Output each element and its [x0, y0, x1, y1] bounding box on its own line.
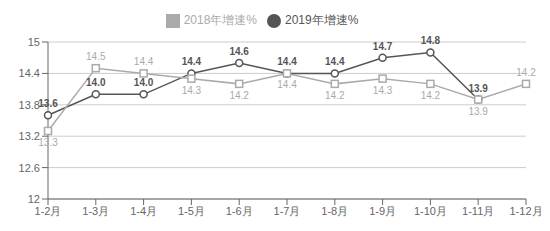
svg-text:14.0: 14.0	[86, 77, 106, 88]
svg-text:1-8月: 1-8月	[321, 205, 348, 217]
svg-text:14.2: 14.2	[421, 90, 441, 101]
svg-text:1-7月: 1-7月	[274, 205, 301, 217]
svg-text:13.9: 13.9	[468, 106, 488, 117]
svg-text:14.3: 14.3	[182, 85, 202, 96]
svg-text:12: 12	[28, 193, 40, 205]
svg-text:14.4: 14.4	[134, 56, 154, 67]
svg-text:14.3: 14.3	[373, 85, 393, 96]
svg-text:14.4: 14.4	[277, 79, 297, 90]
svg-text:1-11月: 1-11月	[462, 205, 494, 217]
svg-text:14.2: 14.2	[229, 90, 249, 101]
svg-text:14.8: 14.8	[421, 35, 441, 46]
svg-text:13.8: 13.8	[19, 99, 40, 111]
svg-text:14.4: 14.4	[325, 56, 345, 67]
svg-text:1-4月: 1-4月	[130, 205, 157, 217]
svg-text:14.6: 14.6	[229, 46, 249, 57]
svg-text:14.4: 14.4	[182, 56, 202, 67]
svg-text:14.7: 14.7	[373, 41, 393, 52]
svg-text:14.4: 14.4	[277, 56, 297, 67]
svg-text:14.0: 14.0	[134, 77, 154, 88]
svg-text:14.2: 14.2	[325, 90, 345, 101]
svg-text:14.2: 14.2	[516, 67, 536, 78]
svg-text:1-3月: 1-3月	[82, 205, 109, 217]
html-text:2018年增速%: 2018年增速%	[183, 13, 257, 27]
svg-text:15: 15	[28, 36, 40, 48]
svg-text:14.5: 14.5	[86, 51, 106, 62]
svg-text:13.3: 13.3	[38, 137, 58, 148]
svg-text:1-12月: 1-12月	[509, 205, 542, 217]
svg-text:12.6: 12.6	[19, 162, 40, 174]
svg-text:13.2: 13.2	[19, 130, 40, 142]
svg-text:1-10月: 1-10月	[414, 205, 447, 217]
svg-text:1-2月: 1-2月	[35, 205, 62, 217]
svg-text:1-5月: 1-5月	[178, 205, 205, 217]
svg-text:13.6: 13.6	[38, 98, 58, 109]
svg-text:1-9月: 1-9月	[369, 205, 396, 217]
svg-text:13.9: 13.9	[468, 83, 488, 94]
svg-text:1-6月: 1-6月	[226, 205, 253, 217]
html-text:2019年增速%: 2019年增速%	[285, 13, 359, 27]
svg-text:14.4: 14.4	[19, 67, 40, 79]
